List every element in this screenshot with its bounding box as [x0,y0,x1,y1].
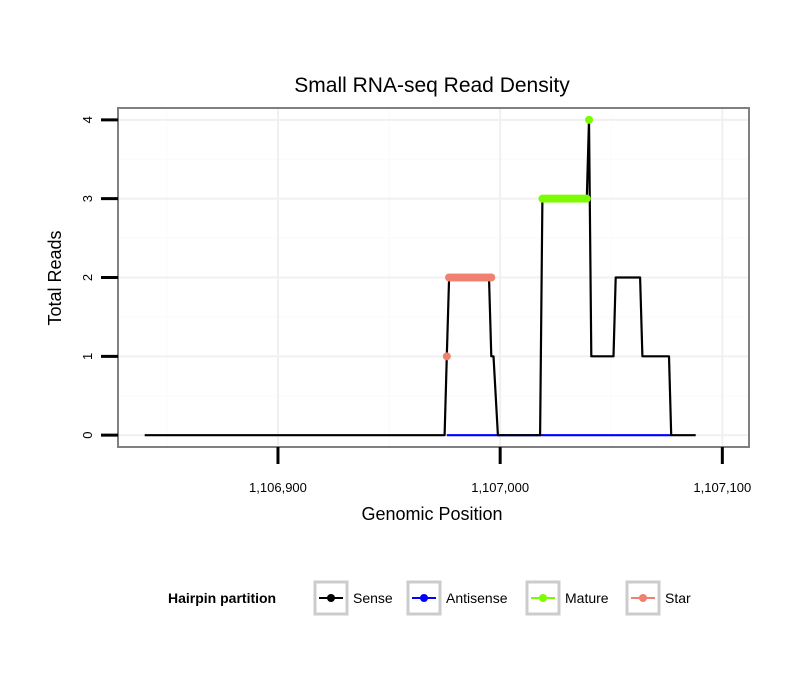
legend-items: Sense Antisense Mature Star [313,580,691,616]
legend-title: Hairpin partition [168,590,276,606]
legend-key-point [639,594,647,602]
y-axis: 0 1 2 3 4 [80,116,118,439]
data-point-star [442,352,451,361]
plot-panel [117,107,750,448]
legend-item-antisense: Antisense [406,580,508,616]
series-layer [144,115,696,437]
grid-lines [118,108,749,447]
y-axis-title: Total Reads [45,230,65,325]
legend-key-point [420,594,428,602]
legend-key-point [539,594,547,602]
y-tick-label: 1 [80,353,95,360]
x-axis-title: Genomic Position [361,504,502,524]
legend-label: Star [665,590,691,606]
x-tick-label: 1,107,000 [471,480,529,495]
legend-key-point [327,594,335,602]
x-tick-label: 1,107,100 [693,480,751,495]
y-tick-label: 0 [80,432,95,439]
legend-item-star: Star [625,580,691,616]
legend-item-sense: Sense [313,580,393,616]
legend-label: Mature [565,590,609,606]
x-tick-label: 1,106,900 [249,480,307,495]
chart-title: Small RNA-seq Read Density [294,74,570,97]
legend: Hairpin partition Sense Antisense Mature St… [168,580,691,616]
data-point-star [487,273,496,282]
y-tick-label: 3 [80,195,95,202]
legend-label: Antisense [446,590,508,606]
data-point-mature [585,115,594,124]
legend-item-mature: Mature [525,580,609,616]
x-axis: 1,106,900 1,107,000 1,107,100 [249,447,751,495]
legend-label: Sense [353,590,393,606]
data-point-mature [582,194,591,203]
y-tick-label: 2 [80,274,95,281]
y-tick-label: 4 [80,116,95,123]
